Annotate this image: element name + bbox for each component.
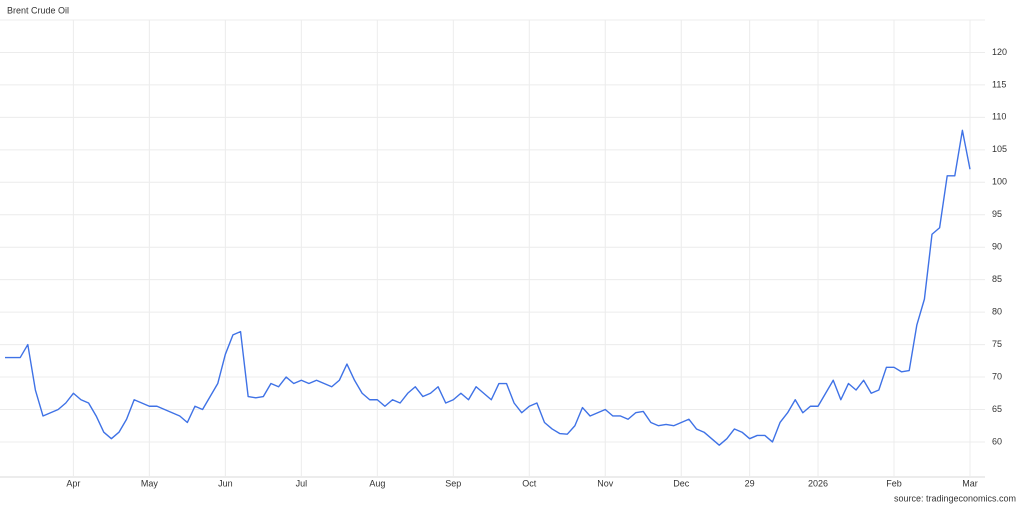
- y-tick-label: 95: [992, 209, 1002, 219]
- source-note: source: tradingeconomics.com: [894, 493, 1016, 503]
- x-tick-label: Jul: [296, 478, 308, 488]
- x-tick-label: Feb: [886, 478, 902, 488]
- chart-title: Brent Crude Oil: [7, 5, 69, 15]
- x-tick-label: Aug: [369, 478, 385, 488]
- y-tick-label: 70: [992, 371, 1002, 381]
- y-tick-label: 65: [992, 404, 1002, 414]
- x-tick-label: Sep: [445, 478, 461, 488]
- x-tick-label: Nov: [597, 478, 614, 488]
- y-tick-label: 75: [992, 339, 1002, 349]
- x-tick-label: Apr: [66, 478, 80, 488]
- x-tick-label: 29: [745, 478, 755, 488]
- x-tick-label: Mar: [962, 478, 978, 488]
- y-tick-label: 105: [992, 144, 1007, 154]
- x-tick-label: Oct: [522, 478, 537, 488]
- y-tick-label: 80: [992, 306, 1002, 316]
- x-tick-label: Jun: [218, 478, 233, 488]
- y-tick-label: 110: [992, 112, 1006, 122]
- y-tick-label: 85: [992, 274, 1002, 284]
- y-tick-label: 90: [992, 242, 1002, 252]
- x-tick-label: Dec: [673, 478, 690, 488]
- x-tick-label: May: [141, 478, 159, 488]
- y-tick-label: 100: [992, 177, 1007, 187]
- y-tick-label: 60: [992, 436, 1002, 446]
- y-tick-label: 120: [992, 47, 1007, 57]
- x-tick-label: 2026: [808, 478, 828, 488]
- price-line: [5, 129, 971, 446]
- y-tick-label: 115: [992, 79, 1006, 89]
